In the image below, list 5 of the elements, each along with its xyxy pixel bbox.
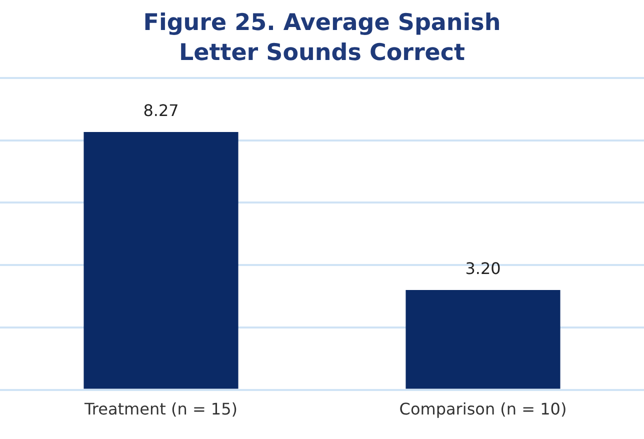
chart-title: Figure 25. Average Spanish Letter Sounds Correct	[142, 9, 502, 68]
x-tick-label: Treatment (n = 15)	[83, 400, 238, 419]
x-tick-label: Comparison (n = 10)	[399, 400, 567, 419]
data-label: 3.20	[465, 259, 501, 278]
data-label: 8.27	[143, 101, 179, 120]
